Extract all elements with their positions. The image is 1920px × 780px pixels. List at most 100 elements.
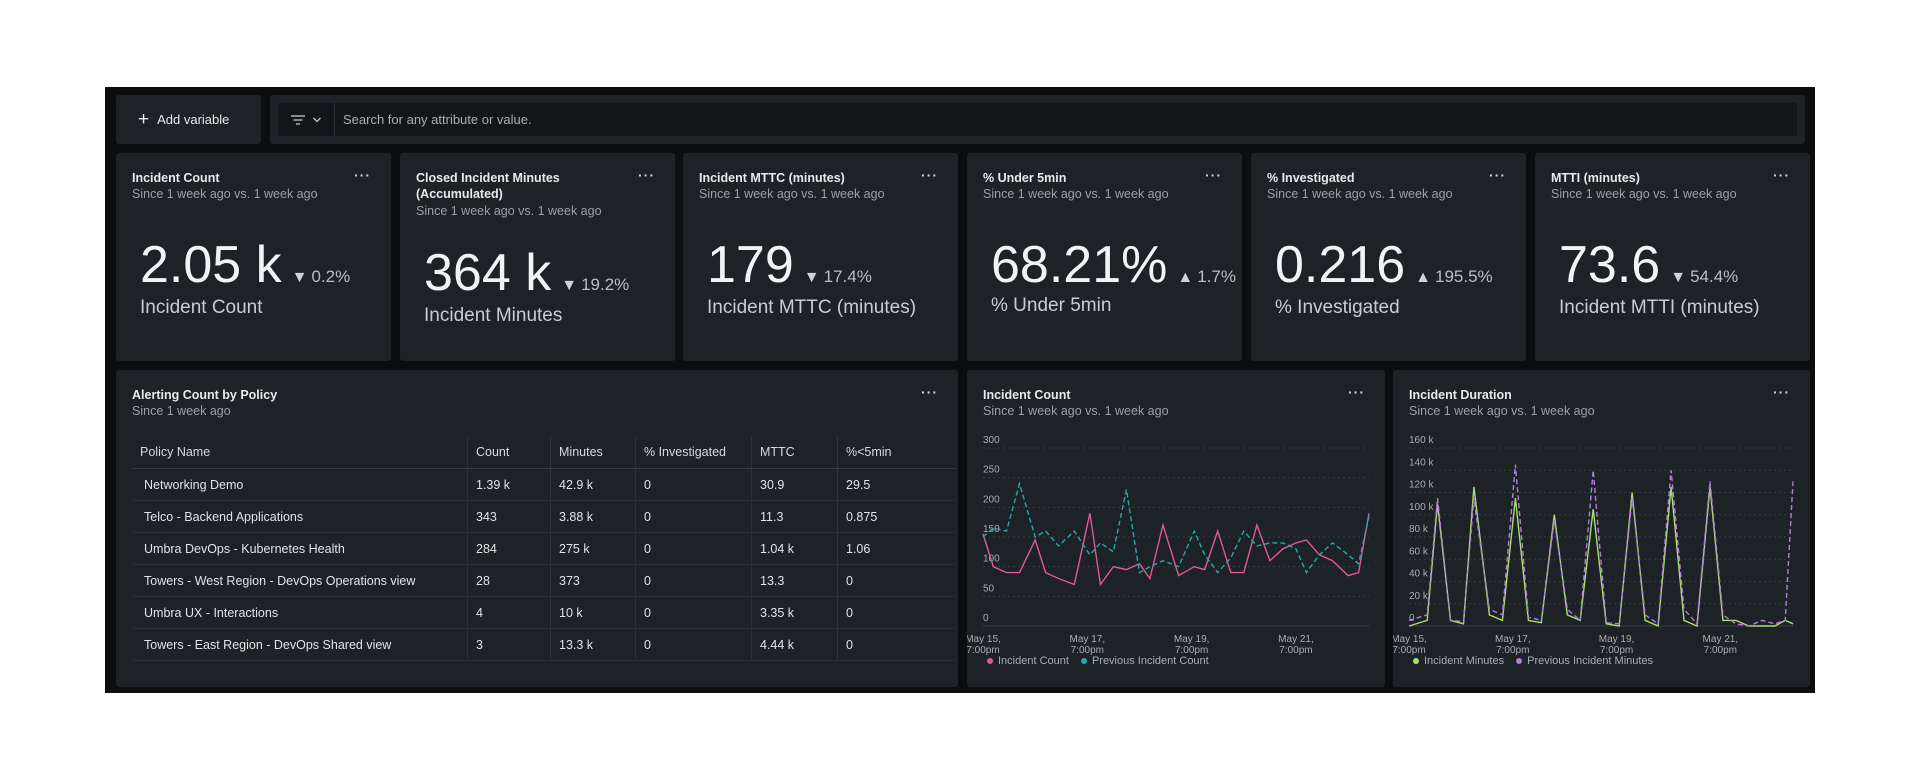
more-options-icon[interactable]: ··· (1348, 384, 1365, 400)
y-tick-label: 300 (983, 435, 1000, 446)
column-header-under-5min[interactable]: %<5min (837, 436, 956, 469)
incident-duration-chart[interactable]: 160 k 140 k 120 k 100 k 80 k 60 k 40 k 20 k 0 May… (1393, 430, 1810, 660)
more-options-icon[interactable]: ··· (1773, 384, 1790, 400)
column-header-mttc[interactable]: MTTC (751, 436, 838, 469)
x-tick-label: May 15,7:00pm (967, 634, 1001, 656)
cell-policy-name: Umbra DevOps - Kubernetes Health (132, 532, 468, 565)
column-header-count[interactable]: Count (467, 436, 551, 469)
y-tick-label: 200 (983, 494, 1000, 505)
table-row[interactable]: Towers - West Region - DevOps Operations… (132, 564, 956, 597)
billboard-value-group: 73.6 ▼ 54.4% (1559, 235, 1738, 295)
x-tick-label-date: May 15, (967, 634, 1001, 645)
x-tick-label-time: 7:00pm (1393, 645, 1426, 656)
column-header-policy-name[interactable]: Policy Name (132, 436, 468, 469)
cell-investigated: 0 (635, 596, 752, 629)
table-row[interactable]: Telco - Backend Applications 343 3.88 k … (132, 500, 956, 533)
x-tick-label-time: 7:00pm (1600, 645, 1633, 656)
dashboard-frame: + Add variable Search for any attribute … (105, 87, 1815, 693)
filter-icon (291, 114, 305, 125)
x-tick-label: May 17,7:00pm (1495, 634, 1531, 656)
table-row[interactable]: Towers - East Region - DevOps Shared vie… (132, 628, 956, 661)
more-options-icon[interactable]: ··· (921, 167, 938, 183)
series-line-incident-minutes[interactable] (1408, 486, 1794, 628)
billboard-label: Incident MTTC (minutes) (707, 297, 917, 318)
billboard-delta: ▼ 0.2% (291, 267, 351, 286)
x-tick-label-date: May 15, (1393, 634, 1427, 645)
cell-minutes: 275 k (550, 532, 636, 565)
billboard-value: 0.216 (1275, 236, 1406, 294)
x-tick-label-time: 7:00pm (1071, 645, 1104, 656)
billboard-delta: ▼ 17.4% (803, 267, 872, 286)
y-tick-label: 140 k (1409, 457, 1434, 468)
widget-title: Alerting Count by Policy (132, 388, 278, 402)
table-row[interactable]: Networking Demo 1.39 k 42.9 k 0 30.9 29.… (132, 468, 956, 501)
billboard-label: % Under 5min (991, 295, 1112, 316)
cell-investigated: 0 (635, 532, 752, 565)
x-tick-label-time: 7:00pm (1279, 645, 1312, 656)
add-variable-button[interactable]: + Add variable (116, 95, 261, 144)
x-tick-label-time: 7:00pm (1496, 645, 1529, 656)
search-field[interactable]: Search for any attribute or value. (278, 103, 1797, 136)
triangle-down-icon: ▼ (561, 277, 578, 294)
cell-count: 284 (467, 532, 551, 565)
cell-minutes: 42.9 k (550, 468, 636, 501)
table-row[interactable]: Umbra DevOps - Kubernetes Health 284 275… (132, 532, 956, 565)
billboard-value-group: 179 ▼ 17.4% (707, 235, 872, 295)
billboard-value: 73.6 (1559, 236, 1661, 294)
x-tick-label: May 21,7:00pm (1703, 634, 1739, 656)
filter-bar: Search for any attribute or value. (270, 95, 1805, 144)
more-options-icon[interactable]: ··· (638, 167, 655, 183)
legend-dot (1080, 658, 1087, 665)
legend-item-incident-minutes[interactable]: Incident Minutes (1413, 655, 1504, 667)
widget-title: % Under 5min (983, 171, 1067, 185)
widget-title: Incident Count (132, 171, 220, 185)
y-tick-label: 50 (983, 583, 995, 594)
triangle-up-icon: ▲ (1177, 269, 1194, 286)
series-line-incident-count[interactable] (982, 513, 1370, 587)
x-tick-label-date: May 17, (1070, 634, 1106, 645)
billboard-value-group: 68.21% ▲ 1.7% (991, 235, 1236, 295)
legend-item-incident-count[interactable]: Incident Count (987, 655, 1069, 667)
more-options-icon[interactable]: ··· (1773, 167, 1790, 183)
column-header-investigated[interactable]: % Investigated (635, 436, 752, 469)
policy-table-widget: Alerting Count by Policy Since 1 week ag… (116, 370, 958, 687)
x-tick-label-date: May 17, (1495, 634, 1531, 645)
plus-icon: + (138, 109, 150, 130)
cell-mttc: 1.04 k (751, 532, 838, 565)
cell-count: 28 (467, 564, 551, 597)
chart-legend: Incident Count Previous Incident Count (987, 655, 1209, 667)
x-tick-label-date: May 21, (1703, 634, 1739, 645)
widget-title: % Investigated (1267, 171, 1355, 185)
widget-title: Incident MTTC (minutes) (699, 171, 845, 185)
filter-dropdown[interactable] (278, 103, 335, 136)
widget-subtitle: Since 1 week ago vs. 1 week ago (1267, 187, 1453, 201)
billboard-incident-mttc: Incident MTTC (minutes) Since 1 week ago… (683, 153, 958, 361)
legend-item-previous-incident-minutes[interactable]: Previous Incident Minutes (1516, 655, 1653, 667)
billboard-label: Incident MTTI (minutes) (1559, 297, 1760, 318)
x-tick-label-time: 7:00pm (967, 645, 1000, 656)
search-placeholder: Search for any attribute or value. (343, 112, 532, 127)
more-options-icon[interactable]: ··· (1489, 167, 1506, 183)
billboard-label: Incident Minutes (424, 305, 563, 326)
more-options-icon[interactable]: ··· (921, 384, 938, 400)
series-line-previous-incident-count[interactable] (982, 481, 1370, 574)
series-line-previous-incident-minutes[interactable] (1408, 464, 1794, 627)
billboard-label: Incident Count (140, 297, 263, 318)
cell-under-5min: 0 (837, 564, 956, 597)
more-options-icon[interactable]: ··· (354, 167, 371, 183)
table-row[interactable]: Umbra UX - Interactions 4 10 k 0 3.35 k … (132, 596, 956, 629)
billboard-under-5min: % Under 5min Since 1 week ago vs. 1 week… (967, 153, 1242, 361)
incident-duration-chart-widget: Incident Duration Since 1 week ago vs. 1… (1393, 370, 1810, 687)
table-header-row: Policy Name Count Minutes % Investigated… (132, 436, 956, 469)
cell-minutes: 13.3 k (550, 628, 636, 661)
column-header-minutes[interactable]: Minutes (550, 436, 636, 469)
billboard-investigated: % Investigated Since 1 week ago vs. 1 we… (1251, 153, 1526, 361)
triangle-down-icon: ▼ (1670, 269, 1687, 286)
cell-count: 3 (467, 628, 551, 661)
chevron-down-icon (313, 117, 321, 122)
cell-count: 1.39 k (467, 468, 551, 501)
legend-item-previous-incident-count[interactable]: Previous Incident Count (1080, 655, 1209, 667)
billboard-value: 364 k (424, 244, 552, 302)
more-options-icon[interactable]: ··· (1205, 167, 1222, 183)
